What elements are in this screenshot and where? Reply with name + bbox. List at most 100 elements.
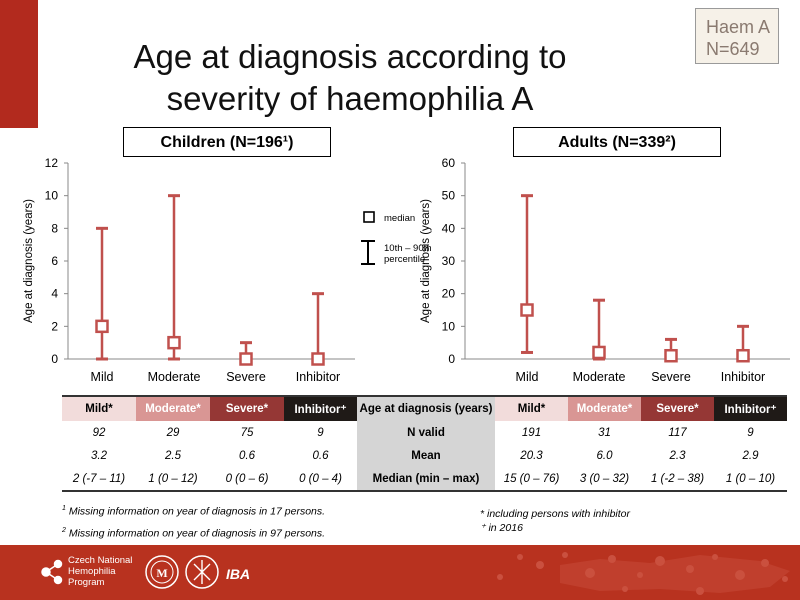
title-line-1: Age at diagnosis according to [133,38,567,75]
th-adult-mild: Mild* [495,396,568,421]
legend-range-label-1: 10th – 90th [384,243,432,254]
summary-table: Mild* Moderate* Severe* Inhibitor⁺ Age a… [62,395,787,492]
svg-text:M: M [156,566,167,580]
legend-range-label-2: percentile [384,254,425,265]
table-cell: 31 [598,426,611,439]
median-marker [167,335,181,350]
badge-line-1: Haem A [706,17,771,37]
category-label: Moderate [573,370,626,384]
range-charts: median 10th – 90th percentile 0 2 4 6 8 10 12 A… [23,156,790,384]
y-tick-label: 60 [442,156,456,170]
y-tick-label: 2 [51,319,58,333]
table-cell: 0.6 [239,449,255,462]
table-cell: 1 (0 – 12) [148,472,198,485]
y-tick-label: 0 [448,352,455,366]
footnote-1: 1 Missing information on year of diagnos… [62,505,326,518]
children-panel-title: Children (N=196¹) [123,127,331,157]
th-child-mild: Mild* [62,396,136,421]
table-row: 3.2 2.5 0.6 0.6 Mean 20.3 6.0 2.3 2.9 [62,444,787,467]
table-cell: 92 [92,426,106,439]
table-cell: 0.6 [312,449,329,462]
median-marker [592,345,606,360]
page-title: Age at diagnosis according to severity o… [60,36,640,120]
table-cell: 2 (-7 – 11) [72,472,126,485]
y-axis-label: Age at diagnosis (years) [420,199,432,323]
median-marker [239,352,253,366]
category-label: Inhibitor [296,370,340,384]
row-label: N valid [357,421,495,444]
table-cell: 20.3 [520,449,543,462]
y-tick-label: 8 [51,221,58,235]
table-cell: 75 [240,426,254,439]
category-label: Severe [651,370,691,384]
table-cell: 29 [166,426,180,439]
footnote-2: 2 Missing information on year of diagnos… [62,527,326,540]
th-adult-inhibitor: Inhibitor⁺ [714,396,787,421]
median-marker [664,348,678,363]
y-tick-label: 20 [442,287,456,301]
table-cell: 2.3 [669,449,686,462]
category-label: Severe [226,370,266,384]
row-label: Mean [357,444,495,467]
footer-bar: Czech National Hemophilia Program M IBA [0,545,800,600]
table-cell: 1 (0 – 10) [725,472,776,485]
title-line-2: severity of haemophilia A [166,80,534,117]
program-logo-icon [41,559,63,585]
table-cell: 0 (0 – 6) [225,472,269,485]
table-cell: 1 (-2 – 38) [650,472,705,485]
table-cell: 9 [317,426,324,439]
table-cell: 117 [668,426,687,439]
y-axis-label: Age at diagnosis (years) [23,199,35,323]
th-child-moderate: Moderate* [136,396,210,421]
table-cell: 0 (0 – 4) [299,472,342,485]
th-adult-severe: Severe* [641,396,714,421]
title-accent-bar [0,0,38,128]
category-label: Moderate [148,370,201,384]
table-row: 92 29 75 9 N valid 191 31 117 9 [62,421,787,444]
footnote-4: ⁺ in 2016 [480,522,523,534]
th-adult-moderate: Moderate* [568,396,641,421]
th-child-severe: Severe* [210,396,284,421]
faculty-seal-icon [185,555,219,589]
median-marker [311,352,325,366]
legend-range-icon [361,240,375,265]
y-tick-label: 4 [51,287,58,301]
category-label: Inhibitor [721,370,765,384]
table-cell: 2.5 [165,449,181,462]
legend-median-icon [363,211,375,223]
iba-logo: IBA [226,566,251,582]
table-cell: 9 [747,426,754,439]
table-row: 2 (-7 – 11) 1 (0 – 12) 0 (0 – 6) 0 (0 – … [62,467,787,491]
y-tick-label: 50 [442,189,456,203]
median-marker [736,348,750,363]
y-tick-label: 6 [51,254,58,268]
badge-line-2: N=649 [706,39,760,59]
adults-panel-title: Adults (N=339²) [513,127,721,157]
cohort-badge: Haem A N=649 [695,8,779,64]
y-tick-label: 10 [442,319,456,333]
program-name: Czech National Hemophilia Program [68,555,133,588]
row-label: Median (min – max) [357,467,495,491]
th-age-at-diagnosis: Age at diagnosis (years) [357,396,495,421]
median-marker [95,319,109,334]
table-cell: 15 (0 – 76) [503,472,560,485]
y-tick-label: 40 [442,221,456,235]
table-cell: 3 (0 – 32) [579,472,630,485]
table-cell: 3.2 [91,449,107,462]
th-child-inhibitor: Inhibitor⁺ [284,396,357,421]
university-seal-icon: M [145,555,179,589]
median-marker [520,303,534,317]
y-tick-label: 30 [442,254,456,268]
footnote-3: * including persons with inhibitor [480,508,630,520]
legend-median-label: median [384,213,415,224]
category-label: Mild [516,370,539,384]
y-tick-label: 12 [45,156,59,170]
y-tick-label: 0 [51,352,58,366]
category-label: Mild [91,370,114,384]
y-tick-label: 10 [45,189,59,203]
table-cell: 2.9 [742,449,759,462]
table-header-row: Mild* Moderate* Severe* Inhibitor⁺ Age a… [62,396,787,421]
footer-decoration [497,552,790,595]
table-cell: 6.0 [596,449,613,462]
table-cell: 191 [521,426,542,439]
